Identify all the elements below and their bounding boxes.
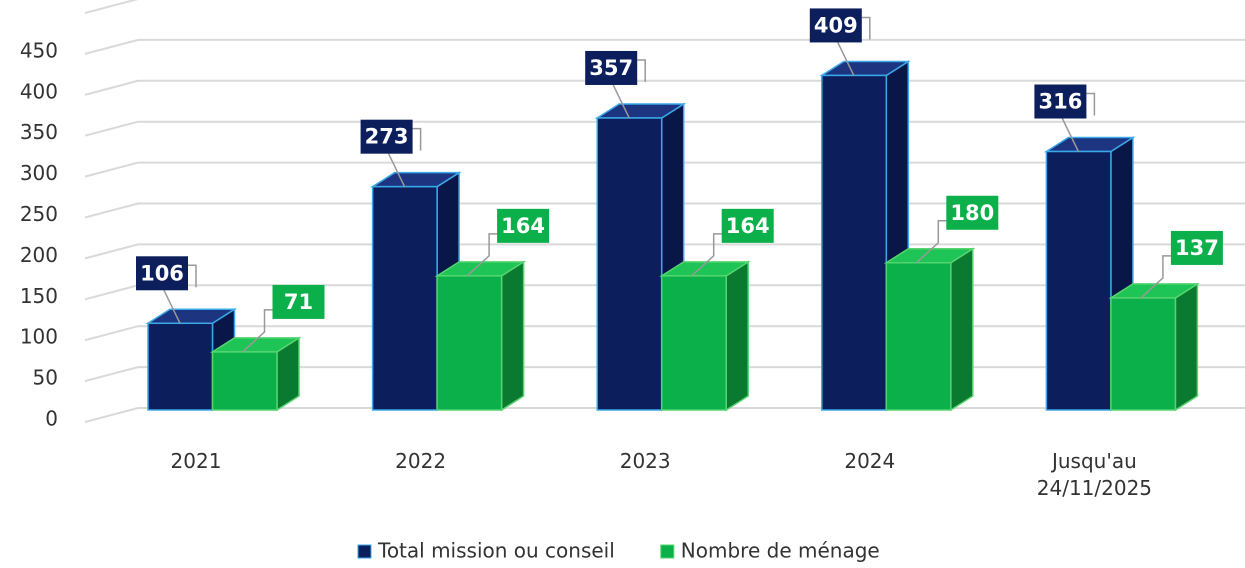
bar-face (660, 275, 727, 411)
leader-line (1086, 92, 1096, 116)
bar-face (1045, 150, 1112, 411)
bar-face (950, 247, 974, 412)
bar (1108, 282, 1200, 412)
data-label: 273 (365, 125, 409, 149)
data-label: 137 (1175, 236, 1219, 260)
x-tick-label: Jusqu'au 24/11/2025 (1036, 449, 1153, 500)
legend-swatch (660, 544, 675, 559)
y-tick-label: 300 (20, 161, 58, 185)
data-label-box (497, 208, 550, 243)
leader-line (466, 233, 502, 277)
data-label-box (1170, 230, 1223, 265)
grid-line (84, 38, 1245, 55)
data-label: 316 (1038, 90, 1082, 114)
data-label: 180 (950, 201, 994, 225)
x-tick-label: 2022 (395, 449, 447, 473)
bar-face (371, 185, 438, 411)
y-tick-label: 250 (20, 202, 58, 226)
bar-face (885, 262, 952, 411)
data-label: 164 (726, 214, 770, 238)
leader-line (612, 84, 630, 119)
leader-line (837, 42, 855, 76)
y-tick-label: 200 (20, 243, 58, 267)
bar-face (725, 260, 749, 412)
data-label: 409 (814, 13, 858, 37)
plot-frame (84, 0, 1245, 14)
data-label-box (585, 50, 638, 85)
leader-line (861, 16, 871, 40)
bar-face (821, 74, 888, 411)
bar-face (147, 322, 214, 411)
x-tick-label: 2021 (170, 449, 222, 473)
leader-line (387, 153, 406, 188)
bar-face (211, 351, 278, 411)
y-tick-label: 350 (20, 120, 58, 144)
leader-line (637, 59, 646, 82)
data-label: 106 (140, 261, 184, 285)
x-tick-label: 2024 (844, 449, 896, 473)
leader-line (163, 289, 181, 324)
y-tick-label: 0 (45, 407, 58, 431)
bar (883, 247, 976, 412)
data-label-box (272, 284, 325, 319)
y-tick-label: 100 (20, 325, 58, 349)
leader-line (412, 127, 422, 151)
y-tick-label: 150 (20, 284, 58, 308)
data-label-box (1034, 84, 1087, 119)
bar-face (596, 117, 663, 411)
bar-face (1110, 297, 1177, 411)
data-label: 357 (589, 56, 633, 80)
data-label-box (809, 8, 862, 43)
legend-label: Nombre de ménage (681, 539, 880, 563)
data-label-box (136, 256, 188, 291)
data-label-box (946, 195, 999, 230)
y-tick-label: 450 (20, 38, 58, 62)
y-tick-label: 50 (33, 366, 58, 390)
legend-swatch (357, 544, 372, 559)
bar-face (500, 260, 525, 412)
data-label: 164 (501, 214, 545, 238)
leader-line (1140, 255, 1175, 299)
data-label: 71 (284, 290, 313, 314)
y-tick-label: 400 (20, 79, 58, 103)
legend-label: Total mission ou conseil (377, 539, 615, 563)
bar-face (1174, 282, 1199, 412)
leader-line (691, 233, 726, 277)
leader-line (241, 309, 277, 353)
bar (659, 260, 751, 412)
leader-line (1061, 118, 1080, 152)
x-tick-label: 2023 (619, 449, 671, 473)
data-label-box (721, 208, 774, 243)
leader-line (915, 220, 951, 264)
leader-line (188, 264, 197, 288)
bar (209, 336, 302, 412)
data-label-box (360, 119, 413, 154)
bar-face (436, 275, 503, 411)
bar (434, 260, 527, 412)
